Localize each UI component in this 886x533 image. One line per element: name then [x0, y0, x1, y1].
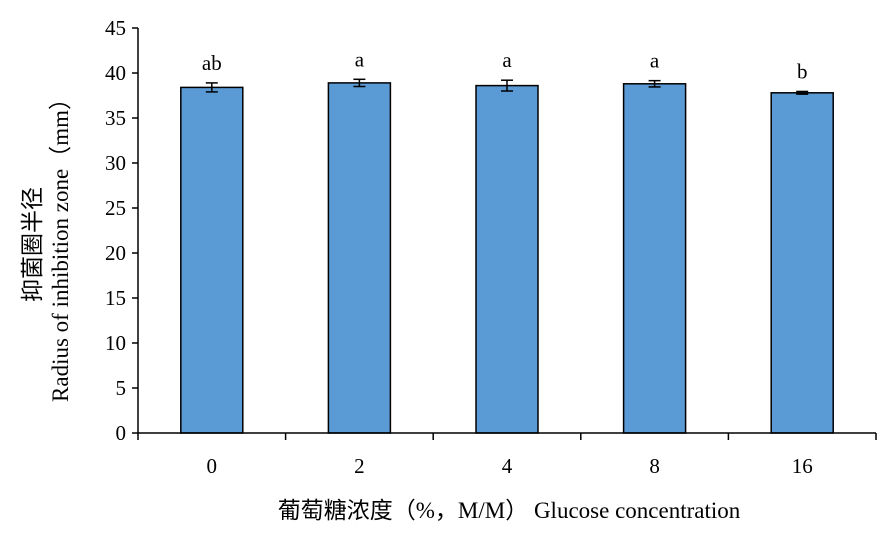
bar-0 [180, 86, 244, 434]
bar-16 [770, 92, 834, 434]
bar-8 [622, 83, 687, 434]
y-tick-label-15: 15 [105, 286, 126, 310]
x-tick-label-0: 0 [207, 454, 218, 478]
y-tick-label-35: 35 [105, 106, 126, 130]
axes-layer [137, 28, 876, 434]
x-axis-title: 葡萄糖浓度（%，M/M） Glucose concentration [278, 498, 741, 523]
error-bars-layer [205, 78, 809, 95]
significance-label-16: b [797, 59, 808, 83]
y-axis-title-english: Radius of inhibition zone（mm） [48, 87, 73, 402]
y-tick-label-30: 30 [105, 151, 126, 175]
significance-label-8: a [650, 49, 660, 73]
x-ticks-layer: 0 2 4 8 16 [137, 433, 877, 478]
y-tick-label-5: 5 [116, 376, 127, 400]
significance-label-2: a [355, 47, 365, 71]
significance-labels-layer: ab a a a b [202, 47, 808, 83]
significance-label-0: ab [202, 51, 222, 75]
x-tick-label-8: 8 [649, 454, 660, 478]
bars-layer [180, 82, 834, 434]
y-axis-title-chinese: 抑菌圈半径 [20, 187, 45, 302]
y-tick-label-0: 0 [116, 421, 127, 445]
y-tick-label-40: 40 [105, 61, 126, 85]
bar-2 [327, 82, 392, 434]
bar-4 [475, 84, 539, 434]
y-tick-label-10: 10 [105, 331, 126, 355]
y-ticks-layer: 0 5 10 15 20 25 30 35 40 45 [105, 16, 138, 445]
y-tick-label-20: 20 [105, 241, 126, 265]
x-tick-label-2: 2 [354, 454, 365, 478]
significance-label-4: a [502, 48, 512, 72]
y-tick-label-25: 25 [105, 196, 126, 220]
y-tick-label-45: 45 [105, 16, 126, 40]
x-tick-label-16: 16 [792, 454, 813, 478]
x-tick-label-4: 4 [502, 454, 513, 478]
